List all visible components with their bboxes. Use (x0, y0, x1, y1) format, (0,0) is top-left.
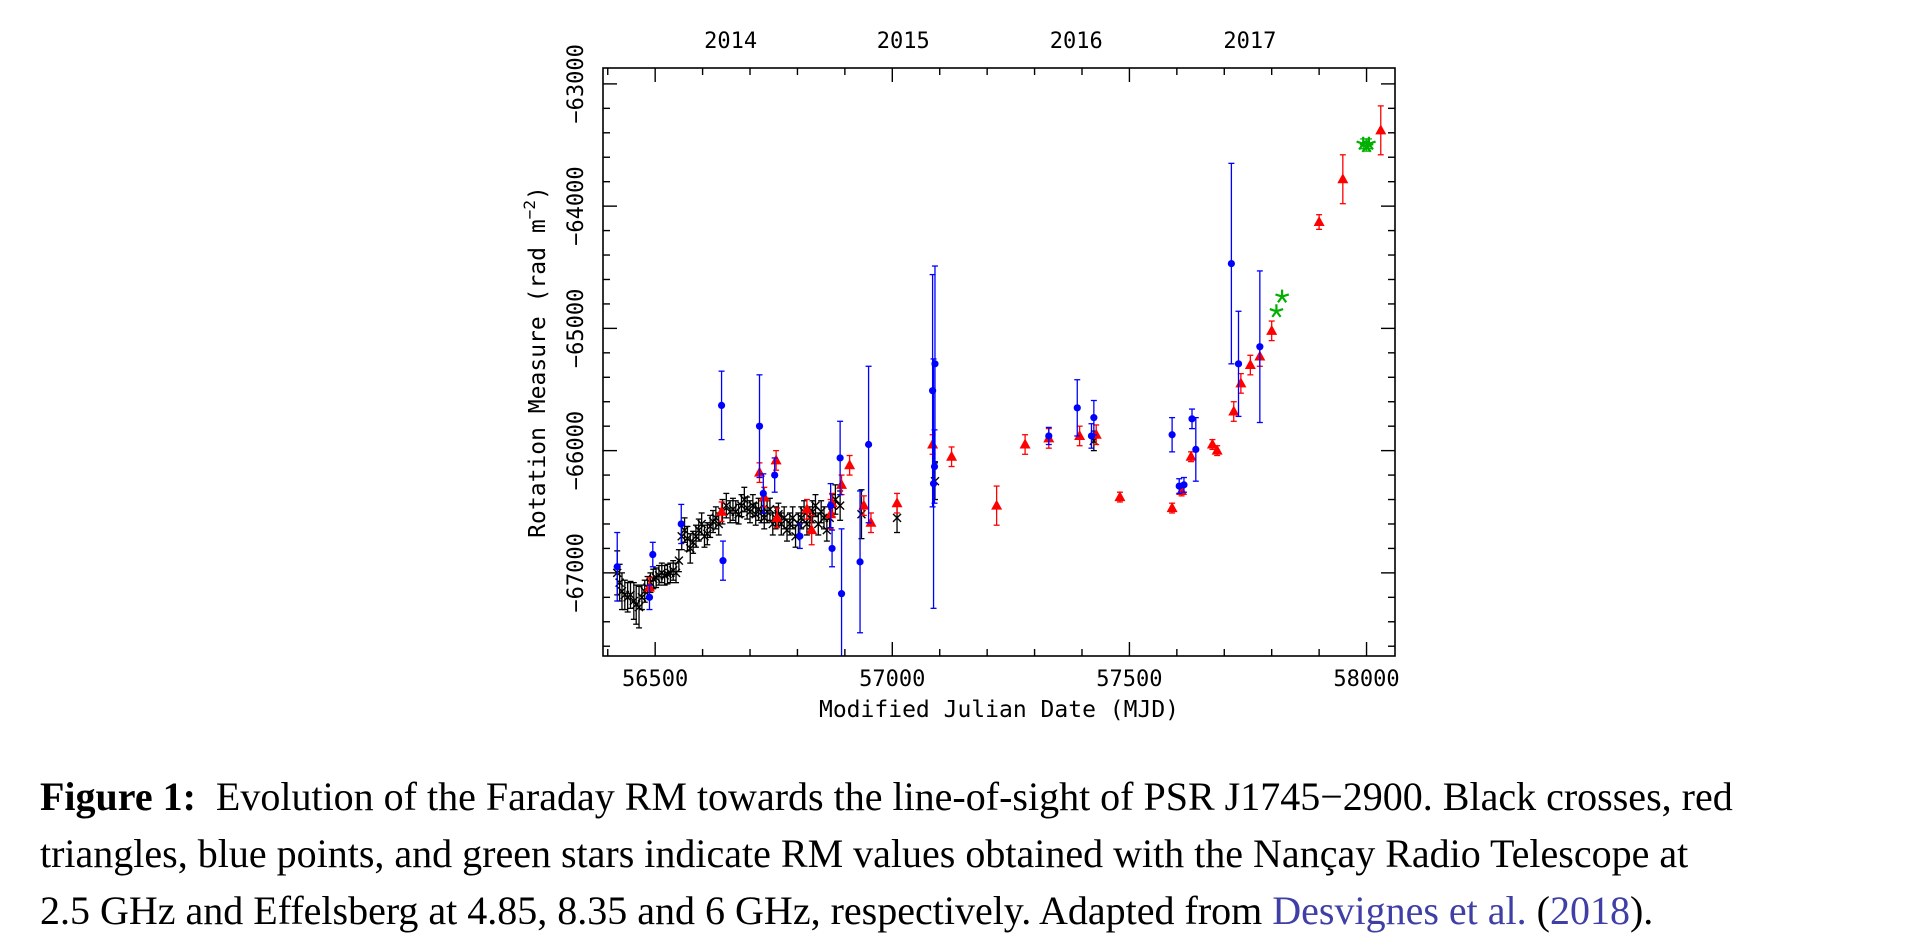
y-axis-label: Rotation Measure (rad m−2) (520, 186, 551, 538)
y-axis-label-close: ) (525, 186, 551, 200)
data-point-triangle (1244, 359, 1256, 370)
data-point-triangle (806, 524, 818, 535)
data-point-dot (796, 532, 804, 540)
data-point-triangle (1166, 502, 1178, 513)
y-tick-label: −64000 (564, 166, 589, 245)
data-point-triangle (844, 459, 856, 470)
data-point-cross (835, 501, 845, 511)
data-point-star (1361, 136, 1376, 151)
data-point-triangle (1185, 450, 1197, 461)
data-point-dot (1234, 360, 1243, 368)
data-point-dot (856, 558, 864, 566)
data-point-dot (719, 557, 727, 565)
data-point-star (1269, 304, 1284, 318)
caption-text-3a: 2.5 GHz and Effelsberg at 4.85, 8.35 and… (40, 888, 1273, 933)
data-point-dot (864, 440, 873, 449)
data-point-dot (717, 401, 726, 409)
caption-text-3b: ( (1526, 888, 1550, 933)
top-year-label: 2016 (1050, 29, 1103, 54)
data-point-cross (721, 501, 731, 511)
data-point-dot (827, 502, 835, 510)
top-year-label: 2014 (704, 29, 757, 54)
data-point-triangle (1228, 405, 1240, 416)
top-year-label: 2017 (1223, 29, 1276, 54)
data-point-triangle (801, 503, 813, 514)
caption-text-3c: ). (1629, 888, 1654, 933)
data-point-triangle (1074, 429, 1086, 440)
data-point-cross (626, 590, 636, 600)
data-point-cross (765, 504, 775, 514)
y-tick-label: −67000 (564, 533, 589, 612)
data-point-dot (771, 471, 779, 479)
x-tick-label: 58000 (1333, 667, 1399, 692)
data-points (612, 105, 1387, 656)
caption-text-2: triangles, blue points, and green stars … (40, 831, 1689, 876)
axis-labels: 56500 57000 57500 58000 −67000 −66000 −65000 −6… (564, 29, 1400, 692)
data-point-cross (892, 513, 902, 523)
data-point-triangle (891, 497, 903, 508)
x-tick-label: 57000 (859, 667, 925, 692)
data-point-dot (929, 480, 938, 488)
y-axis-label-exponent: −2 (520, 200, 539, 219)
caption-line-2: triangles, blue points, and green stars … (40, 825, 1868, 882)
data-point-dot (1045, 432, 1053, 440)
data-point-dot (1090, 414, 1098, 422)
figure-caption: Figure 1: Evolution of the Faraday RM to… (40, 768, 1868, 939)
data-point-dot (645, 593, 654, 601)
data-point-triangle (716, 505, 728, 516)
data-point-dot (613, 563, 621, 571)
data-point-dot (759, 489, 767, 498)
data-point-dot (837, 590, 846, 598)
y-tick-label: −66000 (564, 411, 589, 490)
x-axis-label: Modified Julian Date (MJD) (819, 697, 1179, 723)
data-point-dot (836, 454, 844, 462)
citation-year-link[interactable]: 2018 (1549, 888, 1630, 933)
data-point-dot (1256, 343, 1264, 351)
data-point-triangle (771, 511, 783, 522)
data-point-triangle (1266, 324, 1278, 335)
data-point-triangle (770, 454, 782, 465)
data-point-cross (674, 556, 684, 566)
rm-evolution-figure: 56500 57000 57500 58000 −67000 −66000 −65000 −6… (520, 29, 1400, 723)
data-point-star (1275, 289, 1290, 303)
data-point-triangle (1337, 173, 1349, 184)
data-point-dot (1073, 404, 1081, 412)
x-tick-label: 56500 (622, 667, 688, 692)
y-tick-label: −65000 (564, 289, 589, 368)
data-point-triangle (946, 450, 958, 461)
data-point-triangle (865, 516, 877, 527)
data-point-dot (755, 422, 764, 430)
data-point-triangle (1114, 491, 1126, 502)
axis-ticks (603, 68, 1395, 656)
data-point-triangle (1375, 124, 1387, 135)
citation-author-link[interactable]: Desvignes et al. (1272, 888, 1527, 933)
data-point-triangle (991, 499, 1003, 510)
caption-label: Figure 1: (40, 774, 196, 819)
x-tick-label: 57500 (1096, 667, 1162, 692)
data-point-dot (931, 360, 939, 368)
data-point-triangle (1313, 216, 1325, 227)
data-point-dot (1188, 415, 1196, 423)
data-point-dot (677, 520, 685, 528)
data-point-triangle (836, 478, 848, 489)
data-point-dot (1227, 259, 1235, 268)
data-point-triangle (1019, 438, 1031, 449)
data-point-dot (1192, 445, 1200, 454)
data-point-triangle (1235, 377, 1247, 388)
y-axis-label-text: Rotation Measure (rad m (525, 219, 551, 538)
plot-frame (602, 67, 1396, 657)
data-point-dot (930, 462, 939, 471)
caption-line-1: Figure 1: Evolution of the Faraday RM to… (40, 768, 1868, 825)
data-point-dot (649, 550, 657, 559)
data-point-dot (828, 544, 836, 553)
y-tick-label: −63000 (564, 44, 589, 123)
caption-line-3: 2.5 GHz and Effelsberg at 4.85, 8.35 and… (40, 882, 1868, 939)
data-point-dot (1168, 431, 1176, 439)
data-point-triangle (1211, 444, 1223, 455)
caption-text-1: Evolution of the Faraday RM towards the … (215, 774, 1733, 819)
data-point-triangle (858, 499, 870, 510)
top-year-label: 2015 (877, 29, 930, 54)
data-point-dot (1180, 481, 1188, 489)
